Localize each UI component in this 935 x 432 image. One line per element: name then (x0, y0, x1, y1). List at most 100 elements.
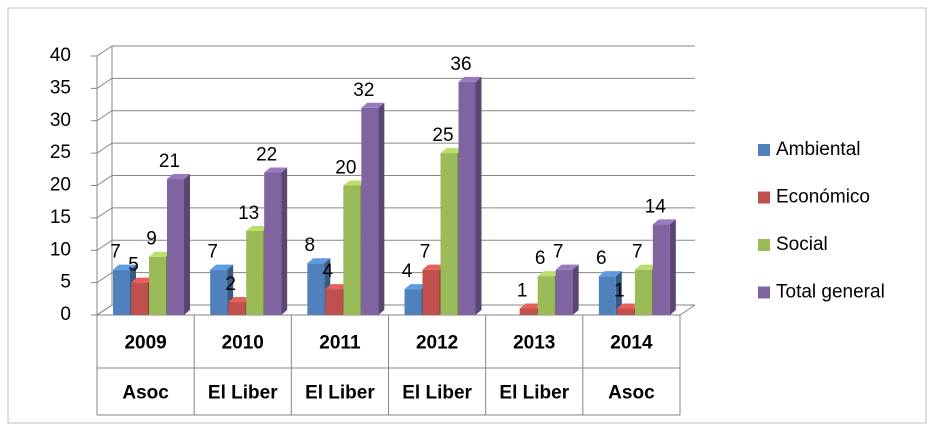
data-label: 14 (645, 196, 667, 217)
data-label: 7 (420, 242, 431, 263)
bar-front (113, 269, 130, 315)
bar-front (422, 269, 440, 315)
data-label: 7 (110, 242, 121, 263)
legend-swatch (758, 239, 770, 251)
data-label: 7 (632, 242, 643, 263)
bar-front (210, 269, 228, 315)
bar-top (325, 284, 349, 290)
grid-line (91, 304, 695, 316)
bar-top (458, 76, 482, 82)
bar-front (555, 269, 573, 315)
grid-line (91, 110, 695, 122)
legend-swatch (758, 144, 770, 156)
bar-top (634, 264, 658, 270)
bar-top (149, 251, 172, 257)
bar-top (652, 219, 676, 225)
y-tick-label: 35 (50, 77, 71, 98)
bar-side (572, 264, 579, 315)
bar (652, 219, 676, 315)
x-tick-label: 2010 (222, 333, 264, 354)
data-label: 22 (256, 145, 277, 166)
data-label: 20 (335, 158, 356, 179)
x-group-label: El Liber (208, 383, 278, 404)
bar-front (264, 172, 282, 315)
bar-side (184, 174, 190, 315)
data-label: 4 (402, 261, 413, 282)
bar-front (228, 302, 246, 315)
bar (361, 102, 385, 315)
y-tick-label: 10 (50, 239, 71, 260)
bar (458, 76, 482, 316)
bar-top (440, 148, 464, 154)
y-tick-label: 5 (60, 272, 71, 293)
grid-line (91, 272, 695, 284)
y-tick-label: 25 (50, 142, 71, 163)
bar-front (519, 308, 537, 315)
y-tick-label: 15 (50, 207, 71, 228)
x-tick-label: 2012 (416, 333, 458, 354)
bar-top (537, 271, 561, 277)
bar-side (378, 102, 385, 315)
x-group-label: El Liber (305, 383, 375, 404)
grid-line (91, 45, 695, 57)
bar (264, 167, 288, 315)
bar (598, 271, 622, 315)
legend-label: Total general (776, 282, 885, 303)
x-tick-label: 2014 (610, 333, 653, 354)
bar-front (634, 269, 652, 315)
legend-label: Ambiental (776, 139, 861, 160)
bar-top (228, 297, 252, 303)
y-tick-label: 40 (50, 45, 71, 66)
data-label: 7 (553, 242, 564, 263)
bar (555, 264, 579, 315)
bar-top (519, 303, 543, 309)
bar-top (361, 102, 385, 108)
legend-label: Social (776, 234, 828, 255)
x-tick-label: 2009 (124, 333, 166, 354)
x-group-label: Asoc (122, 383, 169, 404)
bar-top (343, 180, 367, 186)
bar-front (458, 81, 476, 316)
data-label: 13 (238, 203, 259, 224)
bar-top (264, 167, 288, 173)
y-tick-label: 0 (60, 304, 71, 325)
bar-front (307, 263, 325, 315)
x-group-label: Asoc (608, 383, 655, 404)
data-label: 25 (432, 125, 453, 146)
bar-front (361, 107, 379, 315)
bar-top (210, 264, 234, 270)
bar-top (131, 277, 154, 283)
data-label: 4 (323, 261, 334, 282)
bar-top (307, 258, 331, 264)
data-label: 5 (128, 255, 139, 276)
bar-top (616, 303, 640, 309)
bar-front (598, 276, 616, 315)
bar-front (343, 185, 361, 315)
grid-line (91, 239, 695, 251)
data-label: 6 (596, 248, 607, 269)
bar-front (246, 230, 264, 315)
bar-side (615, 271, 622, 315)
data-label: 8 (305, 235, 316, 256)
x-tick-label: 2011 (319, 333, 361, 354)
bar-side (281, 167, 288, 315)
bar-front (149, 256, 166, 315)
grid-line (91, 77, 695, 89)
bar-front (167, 179, 184, 315)
bar-top (167, 174, 190, 180)
bar (167, 174, 190, 315)
x-group-label: El Liber (402, 383, 472, 404)
bar-top (598, 271, 622, 277)
x-tick-label: 2013 (513, 333, 555, 354)
legend-label: Económico (776, 187, 870, 208)
bar-front (440, 153, 458, 315)
bar-top (422, 264, 446, 270)
x-group-label: El Liber (499, 383, 569, 404)
bar-side (669, 219, 676, 315)
data-label: 2 (225, 274, 236, 295)
bar-front (325, 289, 343, 315)
grid-line (91, 207, 695, 219)
bar-front (404, 289, 422, 315)
